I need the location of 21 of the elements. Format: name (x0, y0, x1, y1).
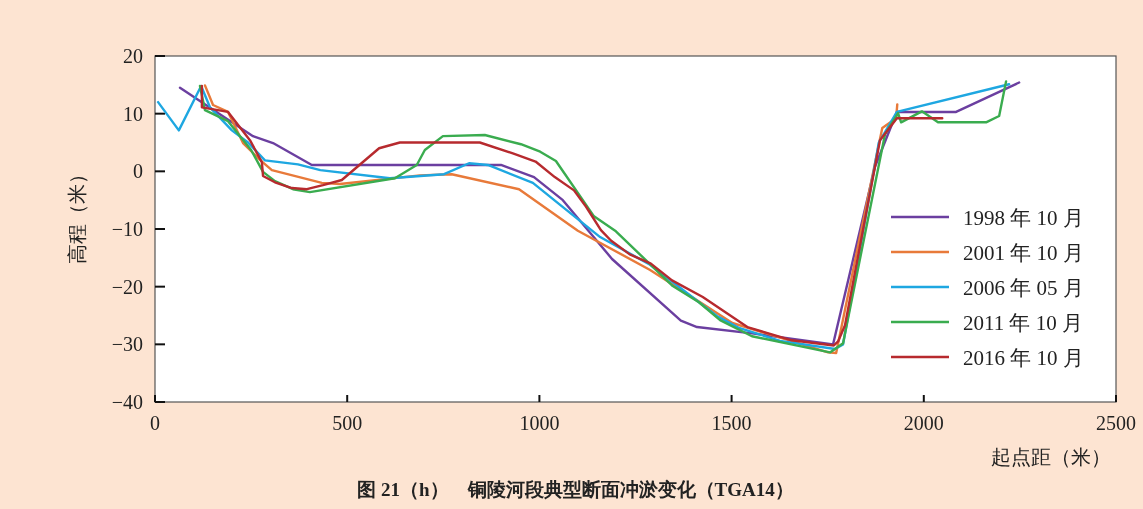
x-tick-label: 500 (332, 412, 363, 434)
x-tick-label: 1500 (711, 412, 752, 434)
y-tick-label: 10 (123, 102, 143, 125)
y-tick-label: 0 (133, 160, 143, 183)
y-tick-label: −40 (111, 391, 143, 413)
x-tick-label: 0 (150, 412, 160, 434)
legend-label: 1998 年 10 月 (963, 206, 1084, 230)
text: 图 21（h） 铜陵河段典型断面冲淤变化（TGA14） (357, 479, 794, 500)
x-axis-title: 起点距（米） (991, 446, 1111, 468)
legend-label: 2001 年 10 月 (963, 241, 1084, 265)
legend-label: 2016 年 10 月 (963, 346, 1084, 370)
y-tick-label: −30 (111, 333, 143, 356)
legend-label: 2006 年 05 月 (963, 276, 1084, 300)
legend-label: 2011 年 10 月 (963, 311, 1083, 335)
y-tick-label: −20 (111, 275, 143, 298)
x-tick-label: 2000 (903, 412, 944, 434)
y-tick-label: 20 (123, 45, 143, 67)
y-axis-title: 高程（米） (66, 164, 88, 264)
x-tick-label: 2500 (1096, 412, 1136, 434)
x-tick-label: 1000 (519, 412, 560, 434)
y-tick-label: −10 (111, 218, 143, 240)
